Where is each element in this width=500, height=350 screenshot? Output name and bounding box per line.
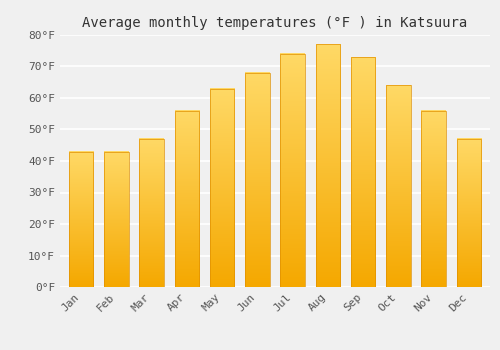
- Bar: [386, 85, 410, 287]
- Bar: [280, 54, 305, 287]
- Bar: [210, 89, 234, 287]
- Bar: [422, 111, 446, 287]
- Bar: [245, 73, 270, 287]
- Title: Average monthly temperatures (°F ) in Katsuura: Average monthly temperatures (°F ) in Ka…: [82, 16, 468, 30]
- Bar: [316, 44, 340, 287]
- Bar: [104, 152, 128, 287]
- Bar: [69, 152, 94, 287]
- Bar: [456, 139, 481, 287]
- Bar: [351, 57, 376, 287]
- Bar: [140, 139, 164, 287]
- Bar: [174, 111, 199, 287]
